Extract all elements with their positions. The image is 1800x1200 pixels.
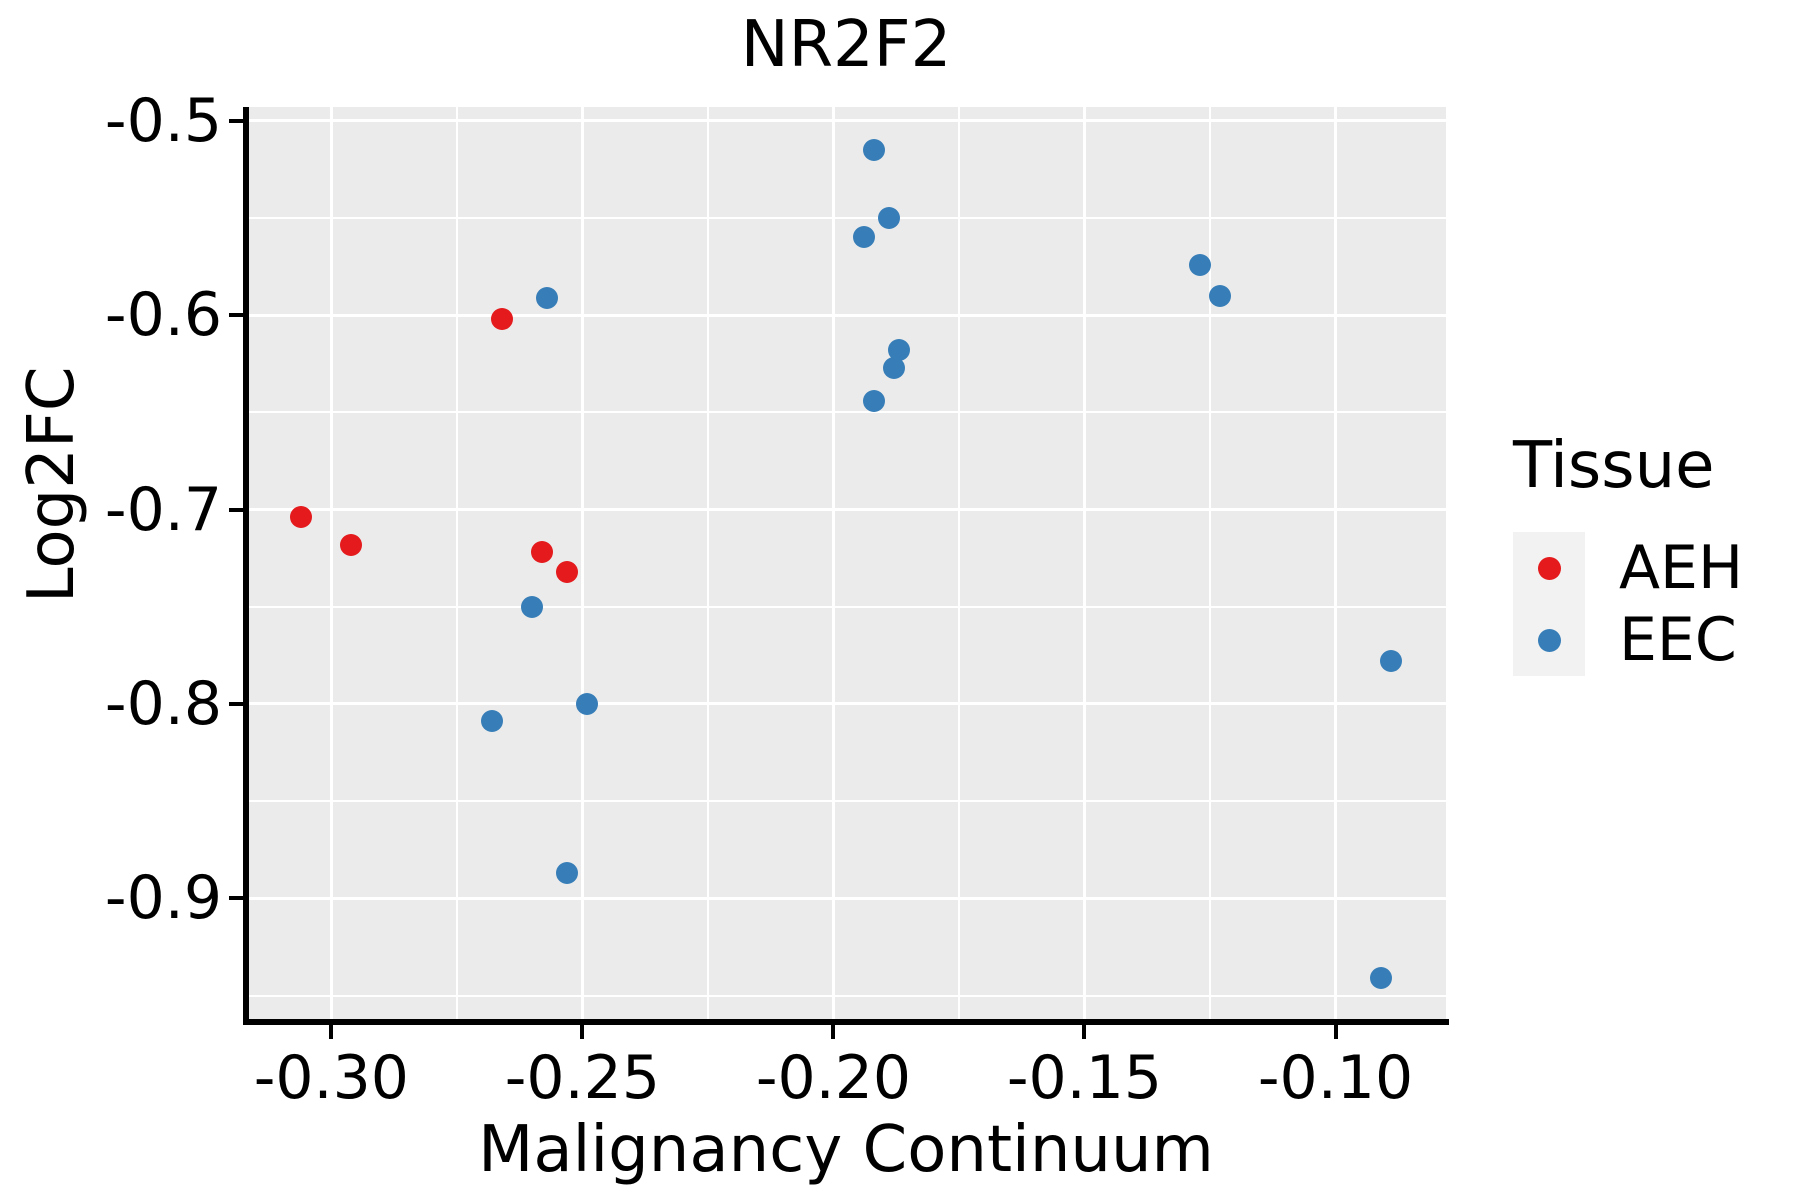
x-axis-line bbox=[243, 1019, 1449, 1025]
x-minor-gridline bbox=[957, 107, 960, 1019]
y-minor-gridline bbox=[246, 605, 1446, 608]
y-axis-line bbox=[243, 107, 249, 1025]
y-tick-label: -0.8 bbox=[104, 668, 222, 739]
legend-entry-eec: EEC bbox=[1513, 604, 1743, 676]
data-point-aeh bbox=[290, 506, 313, 529]
data-point-eec bbox=[1379, 650, 1402, 673]
y-tick-label: -0.7 bbox=[104, 474, 222, 545]
x-tick-label: -0.15 bbox=[1006, 1043, 1163, 1113]
data-point-eec bbox=[536, 286, 559, 309]
x-tick-label: -0.25 bbox=[504, 1043, 661, 1113]
data-point-eec bbox=[882, 356, 905, 379]
data-point-aeh bbox=[556, 560, 579, 583]
x-tick-mark bbox=[1333, 1025, 1338, 1039]
plot-panel bbox=[246, 107, 1446, 1019]
y-major-gridline bbox=[246, 702, 1446, 706]
y-tick-mark bbox=[229, 313, 243, 318]
legend-label-eec: EEC bbox=[1619, 605, 1737, 675]
y-minor-gridline bbox=[246, 216, 1446, 219]
y-minor-gridline bbox=[246, 994, 1446, 997]
x-tick-label: -0.30 bbox=[253, 1043, 409, 1113]
data-point-aeh bbox=[531, 541, 554, 564]
data-point-eec bbox=[852, 226, 875, 249]
y-tick-label: -0.5 bbox=[104, 85, 222, 156]
y-tick-mark bbox=[229, 701, 243, 706]
x-major-gridline bbox=[580, 107, 584, 1019]
x-tick-mark bbox=[1082, 1025, 1087, 1039]
data-point-eec bbox=[556, 862, 579, 885]
x-tick-mark bbox=[580, 1025, 585, 1039]
legend: Tissue AEH EEC bbox=[1513, 428, 1743, 676]
legend-title: Tissue bbox=[1513, 429, 1715, 503]
data-point-eec bbox=[1188, 253, 1211, 276]
legend-key-eec bbox=[1513, 604, 1585, 676]
data-point-eec bbox=[576, 692, 599, 715]
x-axis-title: Malignancy Continuum bbox=[478, 1113, 1214, 1187]
chart-title: NR2F2 bbox=[740, 8, 952, 82]
y-tick-mark bbox=[229, 896, 243, 901]
y-tick-mark bbox=[229, 507, 243, 512]
y-minor-gridline bbox=[246, 411, 1446, 414]
x-tick-label: -0.10 bbox=[1257, 1043, 1414, 1113]
x-major-gridline bbox=[1334, 107, 1338, 1019]
aeh-dot-icon bbox=[1537, 556, 1561, 580]
data-point-eec bbox=[877, 206, 900, 229]
y-major-gridline bbox=[246, 508, 1446, 512]
x-minor-gridline bbox=[1209, 107, 1212, 1019]
data-point-eec bbox=[862, 389, 885, 412]
y-minor-gridline bbox=[246, 800, 1446, 803]
y-tick-label: -0.6 bbox=[104, 280, 222, 351]
eec-dot-icon bbox=[1537, 628, 1561, 652]
legend-entry-aeh: AEH bbox=[1513, 532, 1743, 604]
data-point-eec bbox=[481, 710, 504, 733]
legend-key-aeh bbox=[1513, 532, 1585, 604]
y-major-gridline bbox=[246, 119, 1446, 123]
x-tick-label: -0.20 bbox=[755, 1043, 912, 1113]
data-point-eec bbox=[862, 138, 885, 161]
data-point-eec bbox=[1209, 284, 1232, 307]
data-point-eec bbox=[1369, 967, 1392, 990]
y-major-gridline bbox=[246, 313, 1446, 317]
x-tick-mark bbox=[831, 1025, 836, 1039]
y-tick-mark bbox=[229, 118, 243, 123]
x-major-gridline bbox=[1082, 107, 1086, 1019]
data-point-eec bbox=[521, 595, 544, 618]
x-major-gridline bbox=[329, 107, 333, 1019]
legend-label-aeh: AEH bbox=[1619, 533, 1744, 603]
x-major-gridline bbox=[831, 107, 835, 1019]
data-point-eec bbox=[887, 339, 910, 362]
data-point-aeh bbox=[491, 307, 514, 330]
y-tick-label: -0.9 bbox=[104, 863, 222, 934]
y-major-gridline bbox=[246, 896, 1446, 900]
data-point-aeh bbox=[340, 533, 363, 556]
x-tick-mark bbox=[329, 1025, 334, 1039]
x-minor-gridline bbox=[706, 107, 709, 1019]
x-minor-gridline bbox=[455, 107, 458, 1019]
